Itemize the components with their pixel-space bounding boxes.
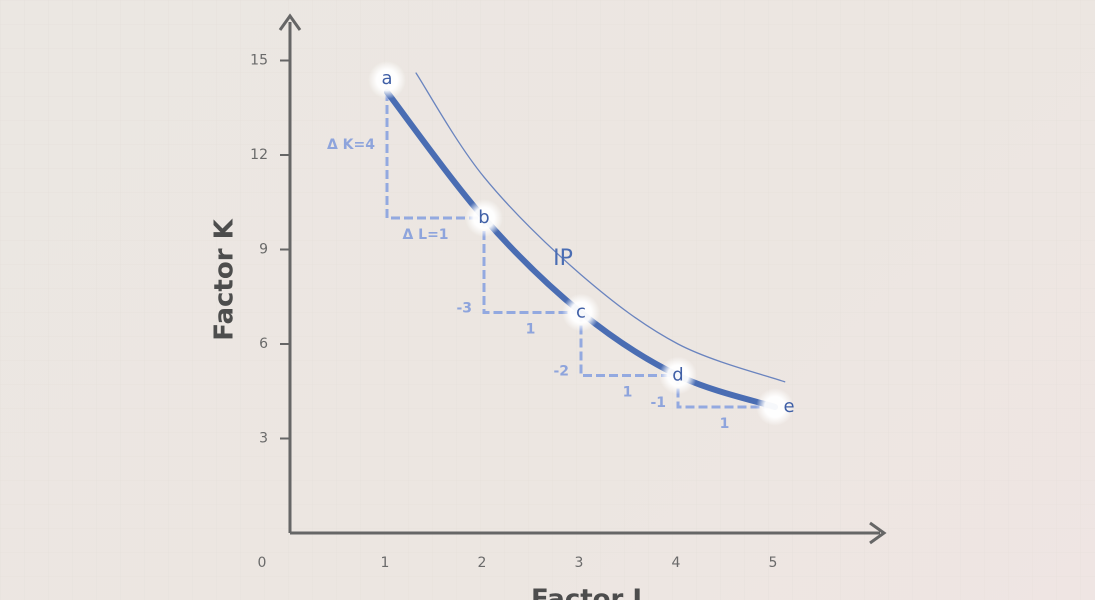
- x-tick-label: 2: [478, 555, 487, 571]
- point-label: a: [381, 68, 392, 89]
- step-line: [579, 312, 678, 377]
- point-label: b: [478, 207, 489, 228]
- x-axis-title: Factor L: [531, 585, 649, 600]
- y-tick-label: 6: [259, 336, 268, 352]
- point-label: d: [672, 365, 683, 386]
- y-tick-label: 9: [259, 242, 268, 258]
- x-tick-label: 0: [258, 555, 267, 571]
- step-dk-label: -2: [553, 364, 569, 380]
- step-dl-label: Δ L=1: [402, 227, 448, 243]
- curve-label: IP: [553, 246, 573, 271]
- higher-isoquant-line: [415, 72, 786, 383]
- y-tick-label: 12: [250, 147, 268, 163]
- point-marker: [368, 61, 406, 99]
- step-dl-label: 1: [526, 322, 536, 338]
- x-tick-label: 4: [672, 555, 681, 571]
- step-line: [482, 218, 581, 314]
- y-tick-label: 15: [250, 53, 268, 69]
- step-dk-label: -3: [456, 301, 472, 317]
- point-marker: [756, 388, 794, 426]
- point-label: e: [783, 396, 794, 417]
- step-line: [385, 92, 484, 220]
- point-marker: [659, 356, 697, 395]
- point-marker: [562, 293, 600, 332]
- x-axis-arrow: [869, 521, 887, 545]
- y-axis-title: Factor K: [210, 218, 240, 340]
- point-marker: [465, 199, 503, 237]
- step-line: [676, 375, 775, 409]
- x-tick-label: 3: [575, 555, 584, 571]
- x-tick-label: 5: [769, 555, 778, 571]
- step-dk-label: Δ K=4: [327, 137, 375, 153]
- x-tick-label: 1: [381, 555, 390, 571]
- y-axis-arrow: [278, 13, 302, 31]
- step-dl-label: 1: [623, 385, 633, 401]
- step-dl-label: 1: [720, 416, 730, 432]
- step-dk-label: -1: [650, 395, 666, 411]
- y-tick-label: 3: [259, 431, 268, 447]
- point-label: c: [576, 302, 586, 323]
